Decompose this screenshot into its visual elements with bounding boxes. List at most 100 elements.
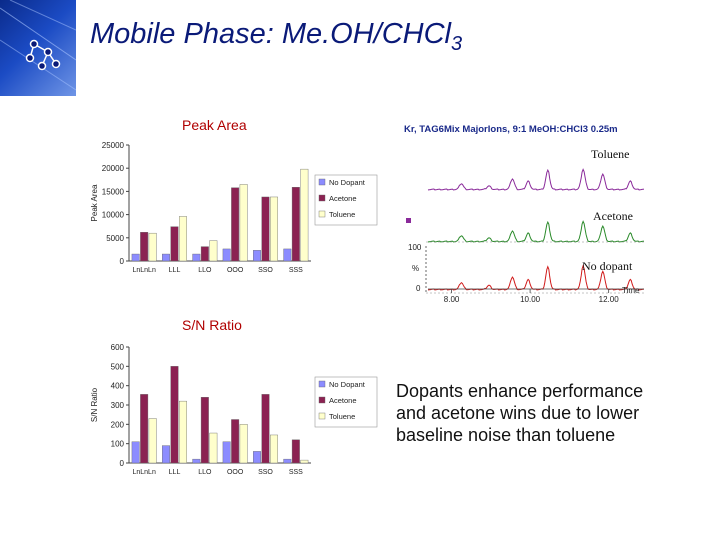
peak-area-y-axis-label: Peak Area bbox=[90, 184, 99, 221]
slide-title-subscript: 3 bbox=[451, 32, 463, 55]
peak-area-bar bbox=[291, 187, 300, 262]
sn-ratio-bar bbox=[300, 459, 309, 464]
chromatogram-trace-label: Toluene bbox=[591, 147, 629, 161]
chromatogram-title: Kr, TAG6Mix MajorIons, 9:1 MeOH:CHCl3 0.… bbox=[404, 124, 618, 135]
sn-ratio-legend-label: Toluene bbox=[329, 412, 355, 421]
sn-ratio-y-tick-label: 0 bbox=[120, 459, 125, 468]
sn-ratio-bar bbox=[179, 400, 187, 464]
sn-ratio-bar bbox=[209, 432, 218, 464]
chromatogram-x-unit-label: Time bbox=[622, 286, 640, 295]
chromatogram-trace bbox=[427, 168, 645, 191]
sn-ratio-y-tick-label: 100 bbox=[111, 440, 125, 449]
peak-area-x-tick-label: SSO bbox=[258, 267, 273, 274]
sn-ratio-y-axis-label: S/N Ratio bbox=[90, 387, 99, 422]
sn-ratio-bar bbox=[222, 441, 231, 464]
peak-area-y-tick-label: 10000 bbox=[102, 211, 125, 220]
sn-ratio-bar bbox=[192, 458, 201, 464]
peak-area-y-tick-label: 20000 bbox=[102, 164, 125, 173]
slide-title-main: Mobile Phase: Me.OH/CHCl bbox=[90, 18, 451, 50]
slide-title: Mobile Phase: Me.OH/CHCl3 bbox=[90, 18, 462, 56]
chromatogram-figure: Kr, TAG6Mix MajorIons, 9:1 MeOH:CHCl3 0.… bbox=[404, 124, 645, 304]
peak-area-legend-swatch bbox=[318, 210, 326, 218]
sn-ratio-bar bbox=[231, 419, 240, 464]
sn-ratio-bar bbox=[162, 445, 170, 464]
sn-ratio-chart: 0 100 200 300 400 500 600 S/N Ratio LnLnLn LLL LLO… bbox=[90, 343, 378, 475]
peak-area-bar bbox=[179, 216, 187, 262]
peak-area-bar bbox=[148, 232, 157, 262]
sn-ratio-x-tick-label: LLO bbox=[198, 469, 212, 475]
molecule-logo-icon bbox=[0, 0, 76, 91]
chromatogram-y-tick-label: 0 bbox=[416, 284, 421, 293]
peak-area-legend-label: No Dopant bbox=[329, 178, 366, 187]
sn-ratio-x-tick-label: LnLnLn bbox=[132, 469, 155, 475]
sn-ratio-bar bbox=[239, 424, 248, 464]
peak-area-chart: 0 5000 10000 15000 20000 25000 Peak Area LnLnLn… bbox=[90, 141, 378, 274]
peak-area-y-tick-label: 15000 bbox=[102, 187, 125, 196]
sn-ratio-y-tick-label: 400 bbox=[111, 382, 125, 391]
chromatogram-y-tick-label: 100 bbox=[408, 243, 422, 252]
corner-decoration bbox=[0, 0, 76, 96]
peak-area-y-tick-label: 0 bbox=[120, 257, 125, 266]
sn-ratio-y-tick-label: 200 bbox=[111, 420, 125, 429]
peak-area-x-tick-label: LLO bbox=[198, 267, 212, 274]
peak-area-legend-box bbox=[314, 174, 378, 226]
peak-area-bar bbox=[222, 248, 231, 262]
peak-area-heading: Peak Area bbox=[182, 117, 247, 133]
chromatogram-trace-label: No dopant bbox=[582, 259, 633, 273]
conclusion-line-1: Dopants enhance performance bbox=[396, 381, 644, 401]
peak-area-x-tick-label: LLL bbox=[169, 267, 181, 274]
peak-area-bar bbox=[270, 196, 278, 262]
peak-area-bar bbox=[162, 253, 170, 262]
chromatogram-x-tick-label: 8.00 bbox=[444, 295, 460, 304]
sn-ratio-bar bbox=[170, 366, 179, 464]
conclusion-line-2: and acetone wins due to lower bbox=[396, 403, 640, 423]
peak-area-bar bbox=[170, 226, 179, 262]
peak-area-y-tick-label: 25000 bbox=[102, 141, 125, 150]
peak-area-bar bbox=[131, 253, 140, 262]
chromatogram-x-tick-label: 10.00 bbox=[520, 295, 541, 304]
peak-area-bar bbox=[231, 187, 240, 262]
conclusion-text: Dopants enhance performance and acetone … bbox=[396, 380, 643, 446]
sn-ratio-bar bbox=[140, 394, 149, 464]
sn-ratio-legend-label: Acetone bbox=[329, 396, 357, 405]
sn-ratio-x-tick-label: LLL bbox=[169, 469, 181, 475]
peak-area-bar bbox=[200, 246, 209, 262]
sn-ratio-bar bbox=[131, 441, 140, 464]
chromatogram-panel: Kr, TAG6Mix MajorIons, 9:1 MeOH:CHCl3 0.… bbox=[398, 118, 720, 308]
chromatogram-marker bbox=[406, 218, 411, 223]
sn-ratio-bar bbox=[283, 458, 292, 464]
sn-ratio-bar bbox=[291, 439, 300, 464]
chromatogram-trace-label: Acetone bbox=[593, 209, 633, 223]
sn-ratio-legend-box bbox=[314, 376, 378, 428]
sn-ratio-x-tick-label: SSS bbox=[289, 469, 303, 475]
sn-ratio-x-tick-label: SSO bbox=[258, 469, 273, 475]
sn-ratio-bar bbox=[270, 434, 278, 464]
peak-area-bar bbox=[300, 168, 309, 262]
sn-ratio-x-tick-label: OOO bbox=[227, 469, 244, 475]
sn-ratio-bar bbox=[253, 451, 261, 464]
peak-area-legend-label: Toluene bbox=[329, 210, 355, 219]
sn-ratio-bar bbox=[261, 394, 270, 464]
peak-area-legend-swatch bbox=[318, 178, 326, 186]
sn-ratio-legend-label: No Dopant bbox=[329, 380, 366, 389]
sn-ratio-y-tick-label: 500 bbox=[111, 362, 125, 371]
peak-area-y-tick-label: 5000 bbox=[106, 234, 124, 243]
sn-ratio-heading: S/N Ratio bbox=[182, 317, 242, 333]
sn-ratio-legend-swatch bbox=[318, 380, 326, 388]
peak-area-x-tick-label: SSS bbox=[289, 267, 303, 274]
sn-ratio-y-tick-label: 300 bbox=[111, 401, 125, 410]
peak-area-bar bbox=[192, 253, 201, 262]
chromatogram-y-tick-label: % bbox=[412, 264, 419, 273]
peak-area-x-tick-label: OOO bbox=[227, 267, 244, 274]
peak-area-bar bbox=[283, 248, 292, 262]
peak-area-bar bbox=[261, 196, 270, 262]
peak-area-legend-label: Acetone bbox=[329, 194, 357, 203]
peak-area-legend-swatch bbox=[318, 194, 326, 202]
peak-area-bar bbox=[239, 184, 248, 262]
peak-area-bar bbox=[209, 240, 218, 262]
peak-area-bar bbox=[253, 250, 261, 262]
chromatogram-trace bbox=[427, 220, 645, 243]
sn-ratio-bar bbox=[200, 397, 209, 464]
conclusion-line-3: baseline noise than toluene bbox=[396, 425, 616, 445]
sn-ratio-legend-swatch bbox=[318, 412, 326, 420]
